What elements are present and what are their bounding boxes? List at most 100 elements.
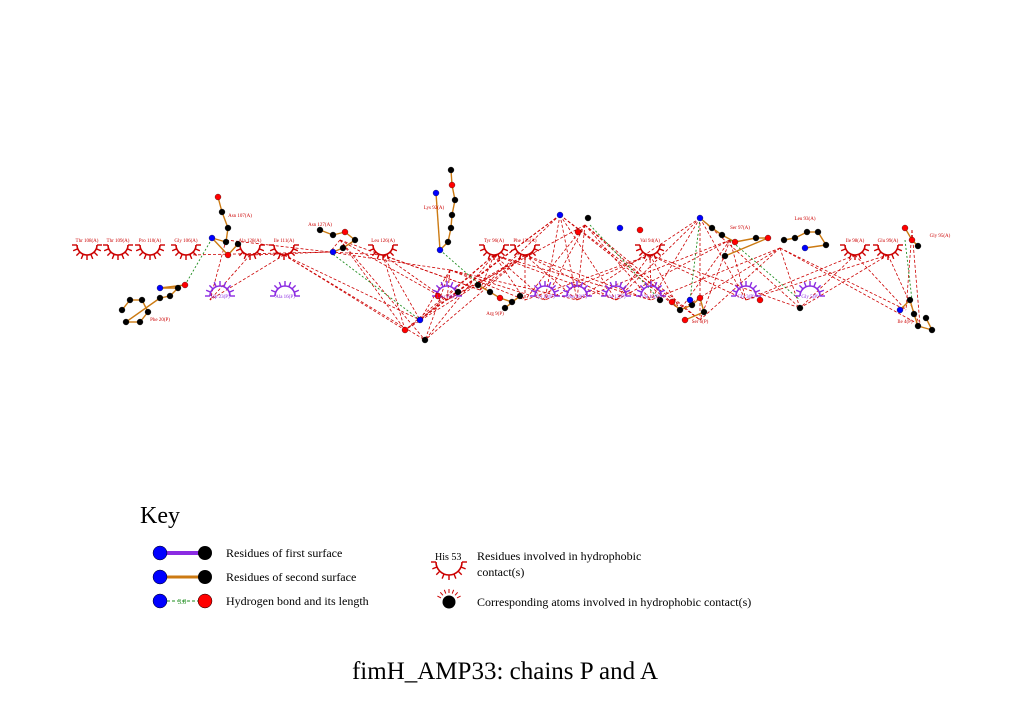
hydrophobic-arc-chain-a <box>873 244 903 260</box>
hydrophobic-contact-line <box>449 269 526 301</box>
nitrogen-atom <box>152 593 168 609</box>
arc-spike <box>189 253 193 260</box>
atom <box>156 294 164 302</box>
atom <box>516 292 524 300</box>
arc-spike <box>644 281 648 288</box>
hydrophobic-arc-chain-a <box>171 244 201 260</box>
arc-spike <box>453 284 459 290</box>
arc-spike <box>293 289 300 293</box>
atom <box>447 224 455 232</box>
atom <box>780 236 788 244</box>
key-hydrophobic-residue: His 53 Residues involved in hydrophobic … <box>431 549 641 580</box>
arc-spike <box>657 284 663 290</box>
arc-spike <box>803 281 807 288</box>
hydrophobic-contact-line <box>339 239 448 301</box>
arc-spike <box>235 248 242 252</box>
atom-spike <box>437 595 442 599</box>
hydrophobic-contact-line <box>339 239 406 331</box>
key-hydrophobic-label-1: Residues involved in hydrophobic <box>477 549 641 563</box>
arc-spike <box>583 284 589 290</box>
hydrophobic-residue-label: Gly 3(P) <box>737 295 755 300</box>
hydrophobic-residue-label: Val 17(P) <box>606 295 625 300</box>
atom <box>341 228 349 236</box>
arc-spike <box>643 253 647 260</box>
hydrophobic-arc-chain-p <box>270 281 300 297</box>
arc-spike <box>840 248 847 252</box>
atom <box>718 231 726 239</box>
arc-spike <box>287 253 291 260</box>
key-second-surface: Residues of second surface <box>152 569 356 585</box>
atom <box>136 318 144 326</box>
atom <box>574 228 582 236</box>
arc-spike <box>95 248 102 252</box>
arc-spike <box>513 251 519 257</box>
arc-curve <box>76 244 98 256</box>
arc-spike <box>389 251 395 257</box>
arc-spike <box>208 284 214 290</box>
atom <box>814 228 822 236</box>
arc-spike <box>90 253 94 260</box>
hydrophobic-contact-line <box>649 254 747 301</box>
hydrophobic-contact-line <box>283 254 406 331</box>
arc-curve <box>844 244 866 256</box>
arc-spike <box>482 251 488 257</box>
hydrophobic-contact-line <box>446 269 451 301</box>
arc-spike <box>863 248 870 252</box>
residue-bond <box>684 311 705 321</box>
arc-spike <box>376 253 380 260</box>
atom-spike <box>456 595 461 599</box>
hydrophobic-residue-label: Leu 126(A) <box>371 239 395 244</box>
arc-spike <box>270 289 277 293</box>
arc-spike <box>138 251 144 257</box>
atom <box>501 304 509 312</box>
arc-spike <box>622 284 628 290</box>
arc-spike <box>570 281 574 288</box>
atom <box>454 288 462 296</box>
arc-curve <box>107 244 129 256</box>
atom <box>156 284 164 292</box>
hydrogen-bond-line <box>184 241 211 286</box>
arc-spike <box>179 253 183 260</box>
arc-spike <box>653 253 657 260</box>
arc-spike <box>291 284 297 290</box>
atom <box>616 224 624 232</box>
hydrophobic-residue-label: Val 94(A) <box>640 239 660 244</box>
hydrophobic-residue-label: Tyr 12(P) <box>535 295 555 300</box>
atom <box>656 296 664 304</box>
atom <box>910 310 918 318</box>
hydrophobic-residue-label: Gly 5(P) <box>801 295 819 300</box>
arc-spike <box>752 284 758 290</box>
arc-spike <box>731 289 738 293</box>
residue-bond <box>734 237 757 243</box>
hydrophobic-contact-line <box>493 254 526 301</box>
nitrogen-atom <box>152 569 168 585</box>
arc-curve <box>435 561 463 576</box>
hydrophobic-arc-chain-a <box>840 244 870 260</box>
hydrophobic-contact-line <box>493 254 617 301</box>
hydrophobic-contact-line <box>479 214 561 291</box>
atom <box>676 306 684 314</box>
hydrophobic-contact-line <box>854 254 907 311</box>
arc-spike <box>226 284 232 290</box>
arc-spike <box>371 251 377 257</box>
arc-spike <box>435 570 441 576</box>
arc-spike <box>635 248 642 252</box>
hydrophobic-residue-label: Trp 23(P) <box>210 295 230 300</box>
arc-spike <box>256 251 262 257</box>
hydrophobic-contact-line <box>699 239 731 321</box>
hydrophobic-contact-line <box>209 254 251 301</box>
hydrophobic-contact-line <box>479 254 526 291</box>
hydrophobic-residue-label: Ala 16(P) <box>275 295 295 300</box>
diagram-title: fimH_AMP33: chains P and A <box>352 658 658 685</box>
carbon-atom <box>198 570 212 584</box>
key-sample-residue: His 53 <box>435 552 461 563</box>
hydrophobic-arc-chain-a <box>269 244 299 260</box>
atom <box>416 316 424 324</box>
hydrophobic-arc-chain-a <box>135 244 165 260</box>
atom <box>906 296 914 304</box>
arc-spike <box>453 573 457 579</box>
arc-spike <box>795 289 802 293</box>
arc-spike <box>93 251 99 257</box>
arc-spike <box>277 253 281 260</box>
arc-curve <box>175 244 197 256</box>
